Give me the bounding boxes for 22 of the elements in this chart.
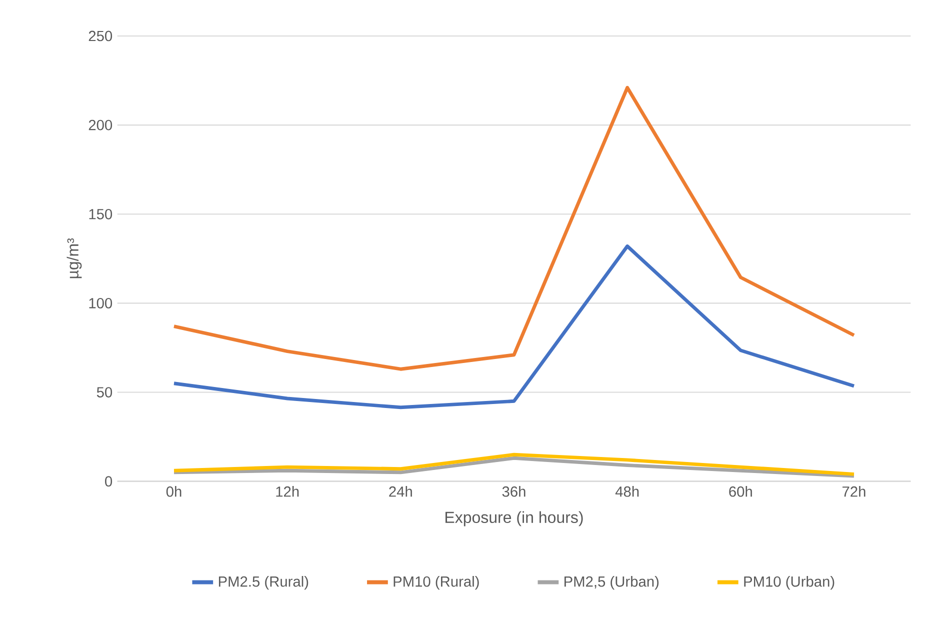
x-tick-label: 36h — [502, 486, 526, 497]
y-tick-label: 50 — [96, 387, 112, 398]
x-tick-label: 72h — [842, 486, 866, 497]
y-tick-label: 250 — [88, 30, 112, 42]
legend-label: PM10 (Urban) — [744, 576, 834, 590]
y-axis-title: µg/m³ — [66, 238, 82, 278]
x-tick-label: 48h — [615, 486, 639, 497]
x-tick-label: 0h — [166, 486, 182, 497]
y-tick-label: 100 — [89, 298, 112, 308]
x-axis-title: Exposure (in hours) — [446, 511, 583, 526]
x-tick-label: 24h — [389, 486, 412, 497]
legend-label: PM2.5 (Rural) — [218, 576, 308, 590]
line-series — [172, 244, 856, 410]
y-tick-label: 150 — [89, 208, 112, 220]
line-series — [172, 456, 856, 478]
x-tick-label: 60h — [729, 486, 752, 497]
x-tick-label: 12h — [276, 486, 299, 497]
line-series — [172, 86, 856, 371]
y-tick-label: 0 — [105, 476, 112, 487]
legend-label: PM10 (Rural) — [394, 576, 479, 590]
legend-label: PM2,5 (Urban) — [564, 576, 659, 590]
y-tick-label: 200 — [88, 120, 112, 130]
